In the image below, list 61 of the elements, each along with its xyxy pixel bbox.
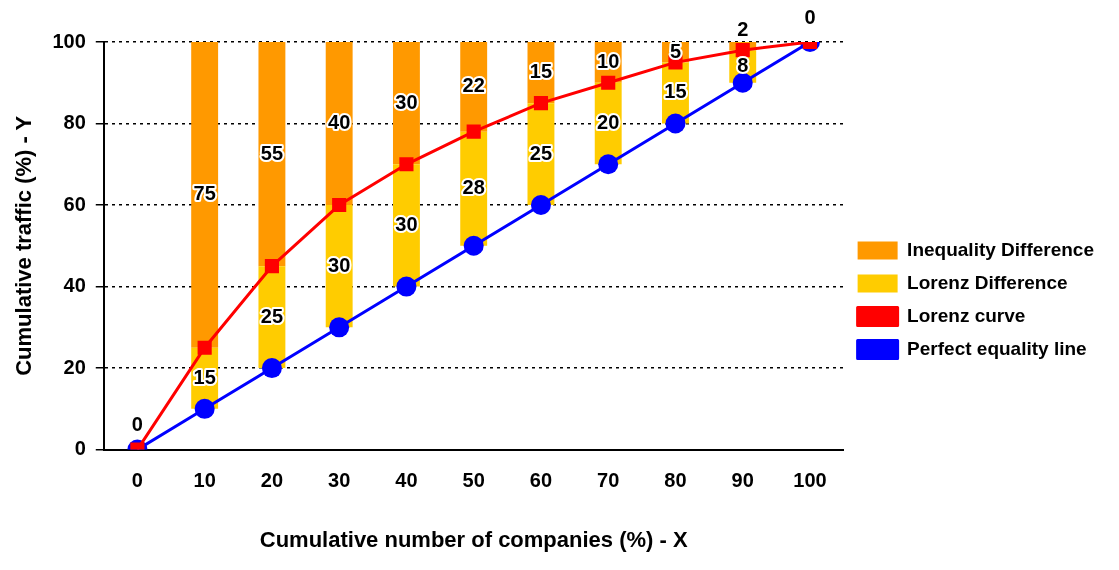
data-label: 15 <box>664 80 687 103</box>
x-tick-label: 100 <box>793 469 827 492</box>
data-label: 30 <box>395 212 418 235</box>
data-label: 22 <box>462 74 485 97</box>
data-label: 30 <box>328 253 351 276</box>
data-label: 30 <box>395 90 418 113</box>
data-label: 20 <box>597 111 620 134</box>
data-label: 15 <box>193 365 216 388</box>
data-label: 25 <box>529 141 553 164</box>
point <box>665 113 686 134</box>
data-label: 55 <box>260 141 284 164</box>
y-tick-label: 20 <box>63 355 86 378</box>
legend-label: Inequality Difference <box>907 238 1095 260</box>
point <box>530 195 551 216</box>
point <box>329 317 350 338</box>
annotation: 0 <box>131 413 143 436</box>
x-tick-label: 40 <box>395 469 418 492</box>
point <box>466 124 481 139</box>
y-axis-title: Cumulative traffic (%) - Y <box>11 115 37 376</box>
x-tick-label: 0 <box>131 469 143 492</box>
point <box>598 154 619 175</box>
point <box>399 157 414 172</box>
data-label: 75 <box>193 182 216 205</box>
x-tick-label: 80 <box>664 469 687 492</box>
point <box>533 96 549 111</box>
data-label: 10 <box>597 49 620 72</box>
x-tick-label: 60 <box>529 469 553 492</box>
point <box>735 43 750 58</box>
x-tick-label: 90 <box>731 469 754 492</box>
point <box>396 276 417 297</box>
point <box>264 259 279 274</box>
legend-label: Lorenz Difference <box>907 271 1068 293</box>
x-tick-label: 30 <box>328 469 351 492</box>
data-label: 40 <box>328 111 351 134</box>
point <box>261 358 282 379</box>
x-tick-label: 50 <box>462 469 485 492</box>
x-tick-label: 20 <box>260 469 284 492</box>
data-label: 15 <box>529 60 553 83</box>
x-tick-label: 70 <box>597 469 620 492</box>
data-label: 28 <box>462 176 485 199</box>
y-tick-label: 60 <box>63 192 86 215</box>
x-axis-title: Cumulative number of companies (%) - X <box>259 526 688 552</box>
point <box>332 197 347 213</box>
data-label: 25 <box>260 304 284 327</box>
point <box>732 72 753 93</box>
annotation: 0 <box>804 5 816 28</box>
legend-label: Perfect equality line <box>907 337 1087 359</box>
bar <box>258 42 286 267</box>
x-tick-label: 10 <box>193 469 216 492</box>
point <box>601 75 616 90</box>
data-label: 2 <box>737 17 749 40</box>
legend-label: Lorenz curve <box>907 304 1026 326</box>
y-tick-label: 80 <box>63 111 86 134</box>
data-label: 8 <box>737 53 749 76</box>
point <box>194 398 215 419</box>
point <box>463 235 484 256</box>
y-tick-label: 40 <box>63 274 86 297</box>
point <box>197 340 212 355</box>
bar <box>191 42 219 348</box>
y-tick-label: 0 <box>74 437 86 460</box>
y-tick-label: 100 <box>52 29 86 52</box>
